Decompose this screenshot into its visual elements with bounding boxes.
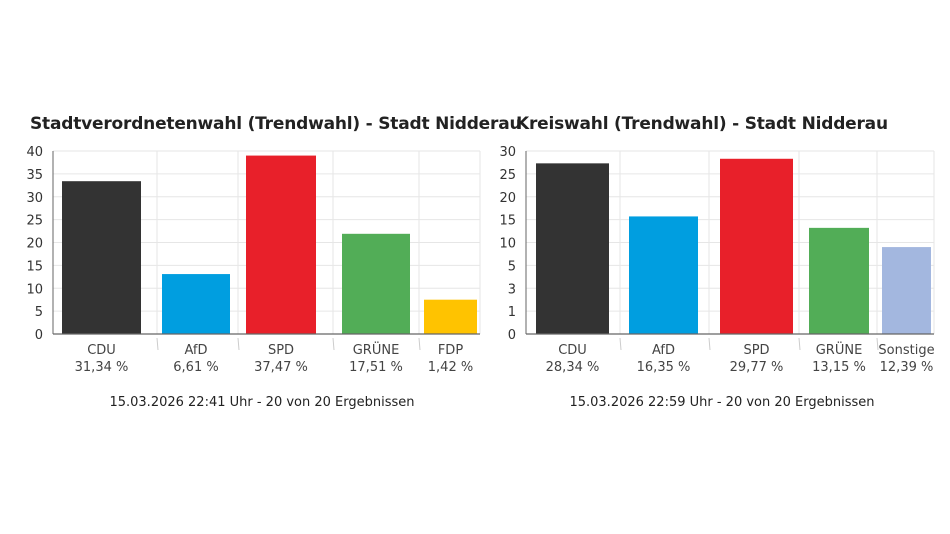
x-category-label: Sonstige	[878, 343, 934, 358]
chart-title-stadtverordnetenwahl: Stadtverordnetenwahl (Trendwahl) - Stadt…	[30, 114, 522, 134]
value-label: 13,15 %	[812, 360, 866, 375]
y-tick-label: 0	[35, 328, 43, 343]
y-tick-label: 25	[499, 168, 516, 183]
y-tick-label: 5	[508, 259, 516, 274]
value-label: 29,77 %	[730, 360, 784, 375]
y-tick-label: 30	[499, 145, 516, 160]
category-tick	[798, 337, 801, 351]
y-tick-label: 15	[26, 259, 43, 274]
x-category-label: FDP	[438, 343, 463, 358]
category-tick	[708, 337, 711, 351]
x-category-label: AfD	[184, 343, 207, 358]
bar-afd	[629, 216, 698, 334]
y-tick-label: 20	[26, 237, 43, 252]
category-tick	[156, 337, 159, 351]
bar-spd	[246, 155, 316, 334]
bar-sonstige	[882, 247, 931, 334]
x-category-label: CDU	[87, 343, 116, 358]
category-tick	[332, 337, 335, 351]
bar-afd	[162, 274, 230, 334]
y-tick-label: 10	[26, 282, 43, 297]
chart-footer-stadtverordnetenwahl: 15.03.2026 22:41 Uhr - 20 von 20 Ergebni…	[109, 395, 415, 410]
bar-grüne	[809, 227, 869, 334]
x-category-label: CDU	[558, 343, 587, 358]
y-tick-label: 10	[499, 237, 516, 252]
value-label: 17,51 %	[349, 360, 403, 375]
y-tick-label: 1	[508, 305, 516, 320]
y-tick-label: 25	[26, 214, 43, 229]
y-tick-label: 0	[508, 328, 516, 343]
y-tick-label: 15	[499, 214, 516, 229]
x-category-label: AfD	[652, 343, 675, 358]
y-tick-label: 3	[508, 282, 516, 297]
value-label: 28,34 %	[546, 360, 600, 375]
value-label: 6,61 %	[173, 360, 218, 375]
y-tick-label: 40	[26, 145, 43, 160]
bar-fdp	[424, 299, 477, 334]
y-tick-label: 5	[35, 305, 43, 320]
chart-footer-kreiswahl: 15.03.2026 22:59 Uhr - 20 von 20 Ergebni…	[569, 395, 875, 410]
y-tick-label: 35	[26, 168, 43, 183]
value-label: 1,42 %	[428, 360, 473, 375]
y-tick-label: 20	[499, 191, 516, 206]
value-label: 37,47 %	[254, 360, 308, 375]
chart-title-kreiswahl: Kreiswahl (Trendwahl) - Stadt Nidderau	[516, 114, 888, 134]
x-category-label: SPD	[268, 343, 294, 358]
y-tick-label: 30	[26, 191, 43, 206]
category-tick	[418, 337, 421, 351]
bar-cdu	[62, 181, 141, 334]
x-category-label: GRÜNE	[353, 341, 400, 358]
bar-spd	[720, 158, 793, 334]
bar-grüne	[342, 233, 410, 334]
value-label: 31,34 %	[75, 360, 129, 375]
x-category-label: GRÜNE	[816, 341, 863, 358]
category-tick	[237, 337, 240, 351]
value-label: 16,35 %	[637, 360, 691, 375]
category-tick	[619, 337, 622, 351]
value-label: 12,39 %	[880, 360, 934, 375]
bar-cdu	[536, 163, 609, 334]
category-tick	[876, 337, 879, 351]
x-category-label: SPD	[743, 343, 769, 358]
